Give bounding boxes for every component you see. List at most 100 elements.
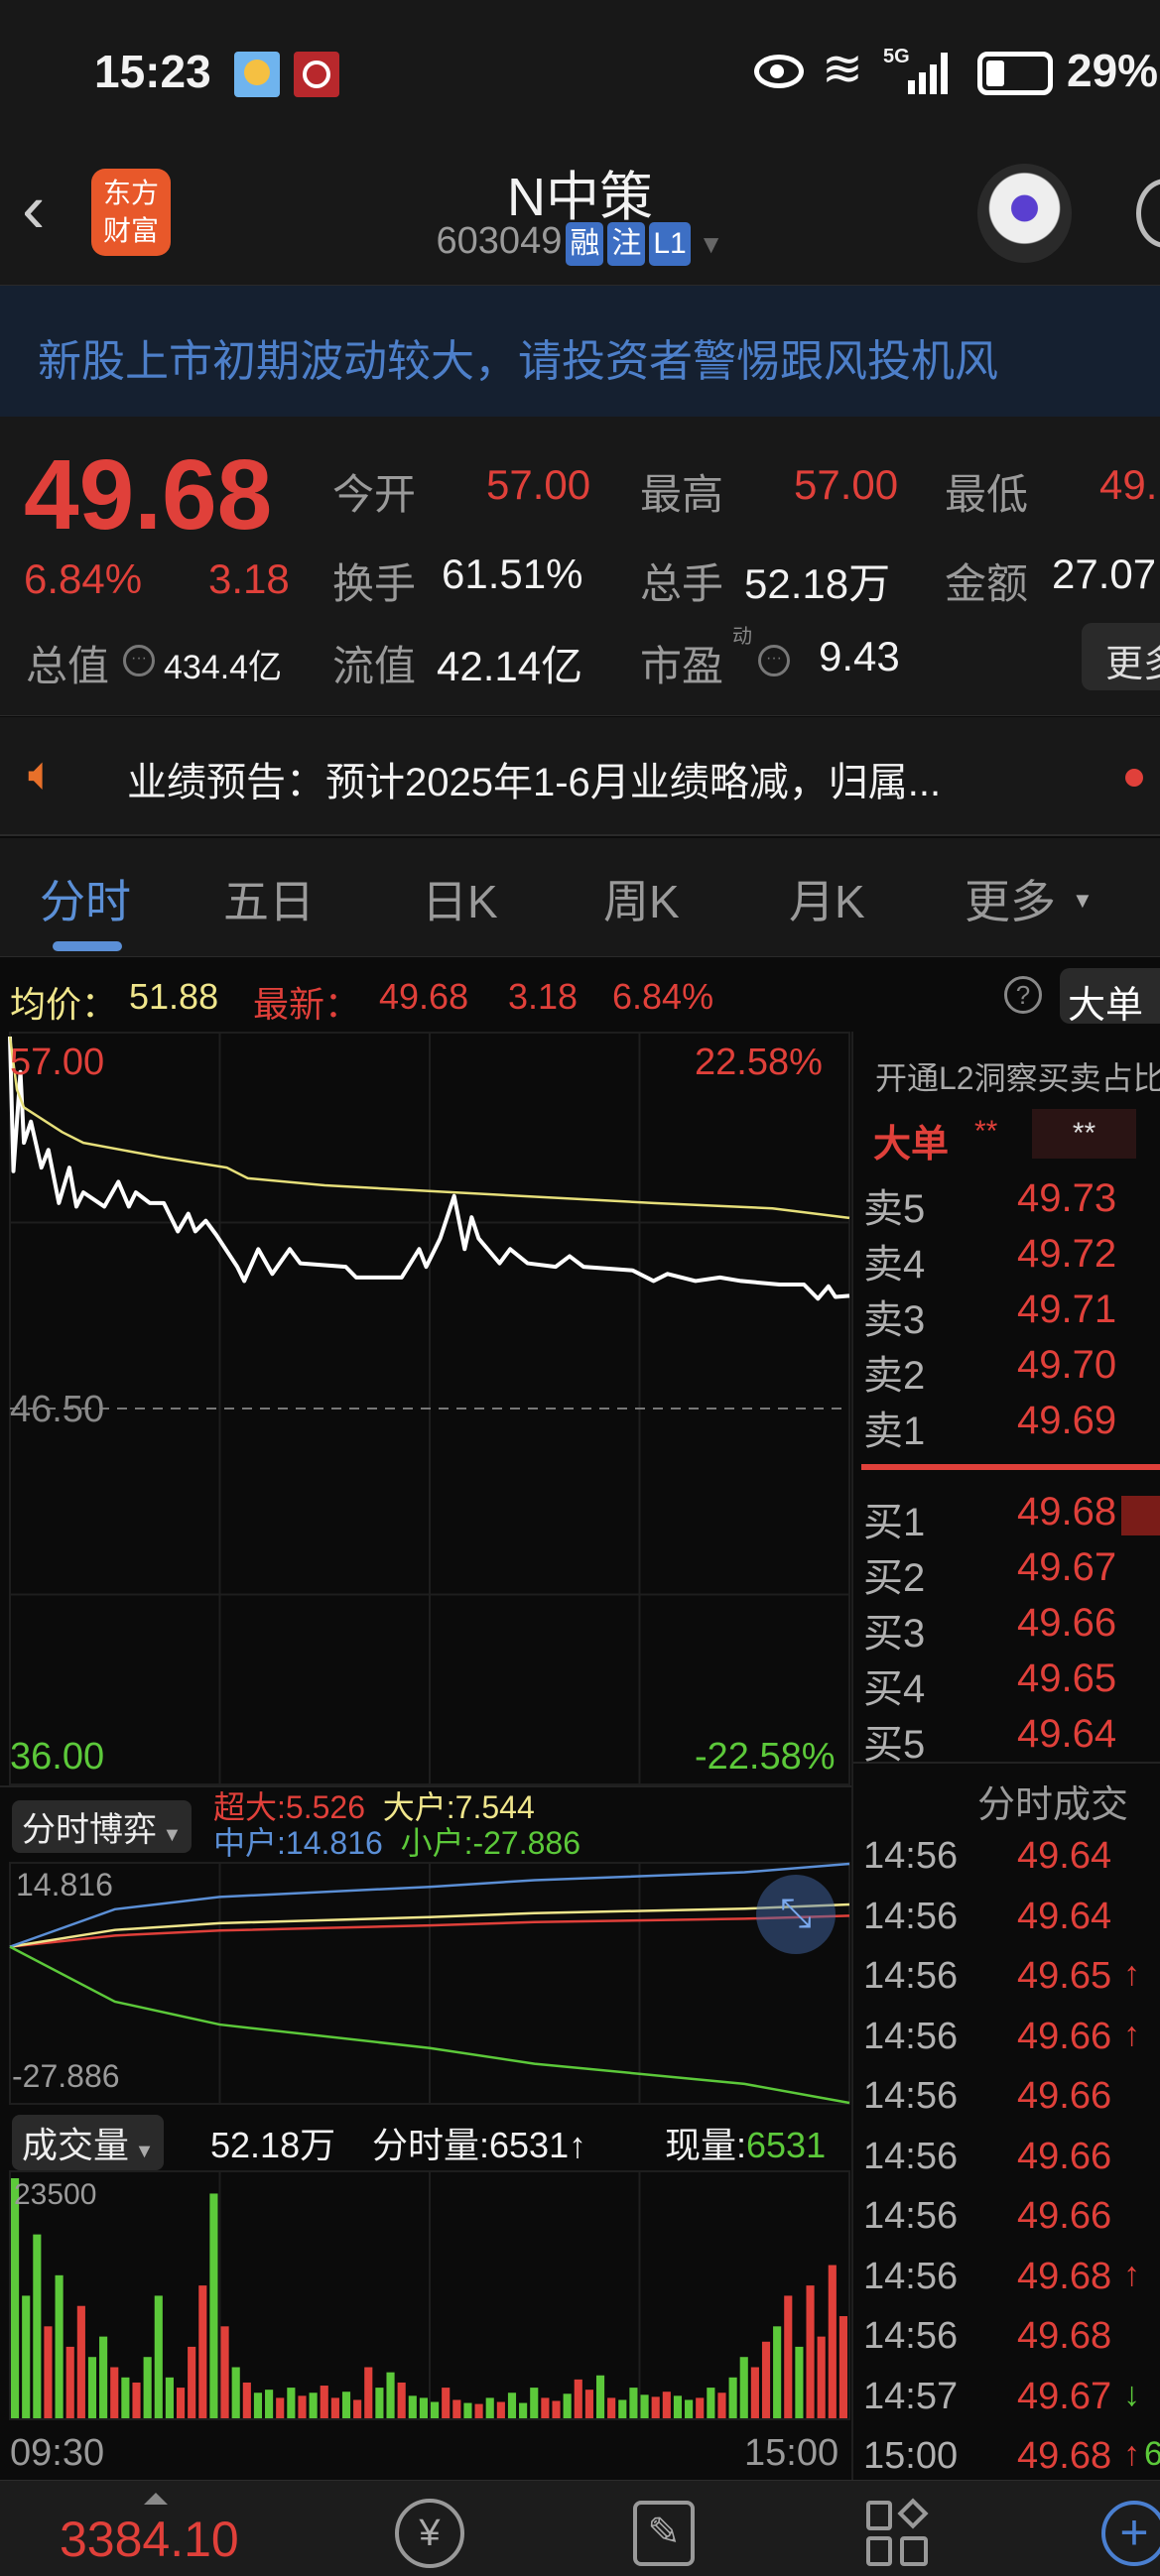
level-price: 49.68 [1017, 1490, 1117, 1533]
volume-bar [485, 2397, 494, 2418]
float-cap-value: 42.14亿 [437, 643, 583, 689]
x-tick-close: 15:00 [744, 2432, 839, 2474]
open-label: 今开 [332, 471, 417, 518]
level-label: 卖5 [863, 1187, 926, 1231]
ask-level[interactable]: 卖5 49.73 [853, 1176, 1160, 1231]
trade-row[interactable]: 14:56 49.66 [853, 2195, 1160, 2245]
level-price: 49.66 [1017, 1601, 1117, 1645]
bank-app-icon [294, 52, 339, 97]
volume-bar [364, 2367, 373, 2418]
bid-level[interactable]: 买1 49.68 [853, 1490, 1160, 1544]
ask-level[interactable]: 卖2 49.70 [853, 1343, 1160, 1398]
tab-daily-k[interactable]: 日K [422, 876, 498, 927]
trades-title[interactable]: 分时成交 [977, 1784, 1129, 1826]
tab-weekly-k[interactable]: 周K [603, 876, 680, 927]
volume-bar [607, 2397, 616, 2418]
level-tag: L1 [649, 222, 691, 266]
level-price: 49.68 [1017, 2435, 1112, 2477]
trade-row[interactable]: 14:56 49.68 ↑ [853, 2256, 1160, 2305]
volume-bar [817, 2336, 826, 2418]
logo-text: 财富 [102, 215, 159, 246]
ask-level[interactable]: 卖1 49.69 [853, 1399, 1160, 1453]
tab-monthly-k[interactable]: 月K [789, 876, 865, 927]
add-circle-icon[interactable]: + [1101, 2501, 1160, 2566]
tab-intraday[interactable]: 分时 [40, 876, 131, 927]
battery-level: 29% [1067, 45, 1159, 96]
change-percent: 6.84% [24, 555, 143, 602]
level-label: 买2 [863, 1556, 926, 1600]
status-bar: 15:23 ≋ 5G 29% [0, 0, 1160, 149]
help-icon[interactable]: ? [1004, 976, 1042, 1014]
assistant-avatar[interactable] [977, 164, 1072, 263]
pe-label: 市盈 [640, 643, 724, 689]
bid-level[interactable]: 买2 49.67 [853, 1545, 1160, 1600]
bid-level[interactable]: 买3 49.66 [853, 1601, 1160, 1656]
level-label: 14:56 [863, 1895, 959, 1937]
apps-grid-icon[interactable] [866, 2498, 930, 2566]
index-value[interactable]: 3384.10 [60, 2512, 239, 2567]
bid-level[interactable]: 买5 49.64 [853, 1712, 1160, 1767]
volume-bar [530, 2388, 539, 2418]
more-info-icon[interactable]: ··· [123, 645, 155, 676]
capital-game-chart[interactable] [0, 1862, 851, 2105]
clock: 15:23 [94, 46, 211, 97]
volume-bar [519, 2402, 528, 2418]
volume-label: 总手 [640, 560, 724, 607]
more-button[interactable]: 更多 [1082, 623, 1160, 690]
volume-bar [121, 2377, 130, 2418]
big-order-button[interactable]: 大单 [1060, 968, 1160, 1027]
trade-row[interactable]: 14:57 49.67 ↓ [853, 2376, 1160, 2425]
trade-row[interactable]: 14:56 49.64 [853, 1896, 1160, 1945]
more-info-icon[interactable]: ··· [758, 645, 790, 676]
ask-level[interactable]: 卖4 49.72 [853, 1232, 1160, 1287]
edit-note-icon[interactable]: ✎ [633, 2501, 695, 2566]
intraday-price-chart[interactable] [0, 1032, 851, 1785]
volume-bar [87, 2357, 97, 2418]
stock-code: 603049 [436, 220, 563, 262]
chart-tabs: 分时 五日 日K 周K 月K 更多 ▼ [0, 838, 1160, 957]
level-label: 卖4 [863, 1243, 926, 1287]
volume-bar [231, 2367, 240, 2418]
expand-index-icon[interactable] [144, 2493, 168, 2505]
back-button[interactable]: ‹ [22, 170, 46, 247]
volume-bar [397, 2382, 406, 2418]
stock-code-row[interactable]: 603049 融注 L1 ▼ [0, 220, 1160, 266]
volume-chart[interactable] [0, 2170, 851, 2420]
trade-yuan-icon[interactable]: ¥ [395, 2499, 464, 2568]
level-price: 49.64 [1017, 1895, 1112, 1937]
volume-bar [353, 2399, 362, 2418]
tab-five-day[interactable]: 五日 [223, 876, 315, 927]
avg-price-label: 均价： [10, 984, 118, 1025]
total-volume: 52.18万 [210, 2125, 336, 2165]
current-volume: 现量:6531 [665, 2125, 827, 2165]
announcement-bar[interactable]: 🔈︎ 业绩预告：预计2025年1-6月业绩略减，归属... [0, 717, 1160, 836]
trade-row[interactable]: 14:56 49.65 ↑ [853, 1955, 1160, 2005]
announcement-text: 业绩预告：预计2025年1-6月业绩略减，归属... [127, 761, 942, 804]
volume-bar [65, 2346, 74, 2418]
level-price: 49.66 [1017, 2195, 1112, 2237]
float-cap-label: 流值 [332, 643, 417, 689]
trade-row[interactable]: 14:56 49.68 [853, 2315, 1160, 2365]
x-tick-open: 09:30 [10, 2432, 105, 2474]
volume-bar [33, 2234, 42, 2418]
volume-indicator-select[interactable]: 成交量 ▼ [12, 2115, 165, 2170]
game-indicator-select[interactable]: 分时博弈 ▼ [12, 1800, 193, 1853]
ask-level[interactable]: 卖3 49.71 [853, 1288, 1160, 1342]
active-tab-indicator [53, 941, 122, 951]
volume-bar [595, 2375, 605, 2418]
trade-row[interactable]: 14:56 49.66 ↑ [853, 2016, 1160, 2065]
l2-promo[interactable]: 开通L2洞察买卖占比 [875, 1060, 1160, 1096]
volume-bar [828, 2265, 837, 2418]
tab-more[interactable]: 更多 [965, 876, 1056, 927]
bid-level[interactable]: 买4 49.65 [853, 1656, 1160, 1711]
quote-panel: 49.68 6.84% 3.18 今开 57.00 最高 57.00 最低 49… [0, 417, 1160, 716]
volume-bar [685, 2399, 694, 2418]
trade-row[interactable]: 14:56 49.66 [853, 2075, 1160, 2125]
trade-row[interactable]: 15:00 49.68 ↑ 6 [853, 2435, 1160, 2485]
level-label: 14:56 [863, 2255, 959, 2297]
volume-bar [431, 2401, 440, 2418]
trade-row[interactable]: 14:56 49.66 [853, 2136, 1160, 2185]
trade-row[interactable]: 14:56 49.64 [853, 1835, 1160, 1885]
expand-icon[interactable]: ⤡ [756, 1875, 836, 1954]
game-y-min: -27.886 [12, 2058, 120, 2094]
